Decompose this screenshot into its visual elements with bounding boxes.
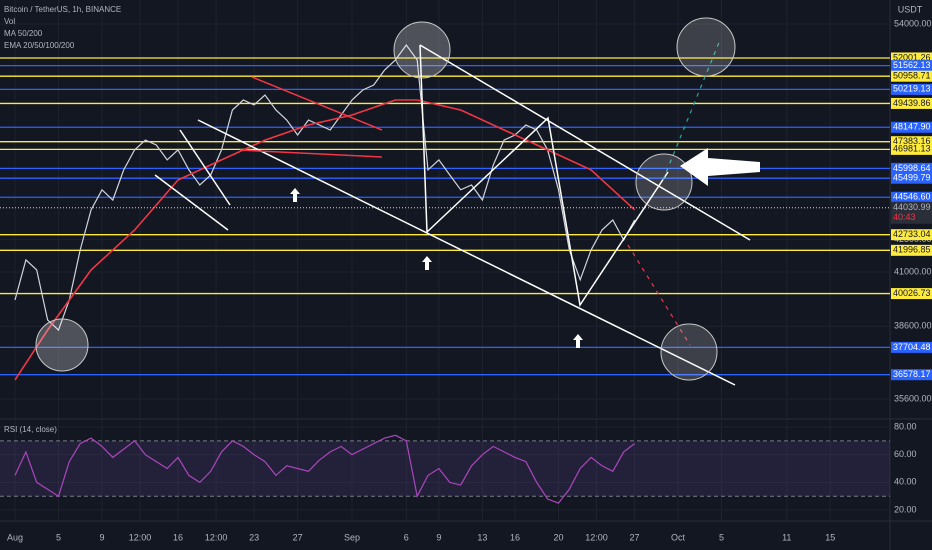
- level-tag: [891, 121, 932, 133]
- level-tag: [891, 229, 932, 241]
- y-tick-label: 60.00: [894, 449, 917, 459]
- x-tick-label: Oct: [671, 532, 686, 542]
- x-tick-label: 16: [510, 532, 520, 542]
- projection: [662, 39, 721, 181]
- arrow-up: [422, 256, 432, 270]
- countdown: 40:43: [893, 212, 916, 222]
- highlight-circle: [676, 17, 736, 77]
- level-tag: [891, 97, 932, 109]
- level-label: 52001.26: [893, 52, 931, 62]
- arrow-up: [573, 334, 583, 348]
- x-tick-label: 27: [293, 532, 303, 542]
- legend-entry: MA 50/200: [4, 29, 43, 38]
- y-tick-label: 40.00: [894, 477, 917, 487]
- series-line: [14, 434, 635, 504]
- y-tick-label: 80.00: [894, 421, 917, 431]
- rsi-band: [0, 440, 890, 497]
- y-tick-label: 41000.00: [894, 266, 932, 276]
- x-tick-label: 9: [436, 532, 441, 542]
- trendline: [179, 129, 231, 206]
- arrow-up: [290, 188, 300, 202]
- level-label: 42733.04: [893, 229, 931, 239]
- series-line: [14, 43, 636, 332]
- level-tag: [891, 70, 932, 82]
- level-label: 40026.73: [893, 288, 931, 298]
- level-tag: [891, 52, 932, 64]
- level-tag: [891, 60, 932, 72]
- x-tick-label: 11: [782, 532, 791, 542]
- y-tick-label: 35600.00: [894, 393, 932, 403]
- y-tick-label: 38600.00: [894, 321, 932, 331]
- level-tag: [891, 369, 932, 381]
- trendline: [154, 174, 229, 231]
- x-tick-label: 13: [477, 532, 487, 542]
- x-tick-label: 16: [173, 532, 183, 542]
- x-tick-label: 12:00: [585, 532, 608, 542]
- legend-entry: Vol: [4, 17, 15, 26]
- label-layer: 54000.0042500.0041000.0038600.0035600.00…: [4, 4, 932, 542]
- highlight-circle: [393, 21, 451, 79]
- y-tick-label: 54000.00: [894, 18, 932, 28]
- price-tag: [891, 201, 932, 224]
- level-label: 50958.71: [893, 71, 931, 81]
- level-tag: [891, 191, 932, 203]
- projection: [627, 244, 691, 346]
- x-tick-label: 6: [404, 532, 409, 542]
- x-tick-label: Aug: [7, 532, 23, 542]
- level-label: 49439.86: [893, 98, 931, 108]
- pane-title: Bitcoin / TetherUS, 1h, BINANCE: [4, 5, 121, 14]
- level-label: 46981.13: [893, 144, 931, 154]
- trendline: [197, 119, 736, 386]
- arrow-left: [680, 148, 760, 186]
- level-label: 45998.64: [893, 163, 931, 173]
- level-label: 45499.79: [893, 173, 931, 183]
- level-tag: [891, 172, 932, 184]
- x-tick-label: 12:00: [205, 532, 228, 542]
- pattern-lines: [419, 44, 669, 307]
- series-line: [14, 99, 636, 381]
- level-tag: [891, 341, 932, 353]
- level-label: 50219.13: [893, 84, 931, 94]
- level-tag: [891, 83, 932, 95]
- pane-title: RSI (14, close): [4, 425, 57, 434]
- level-label: 44546.60: [893, 192, 931, 202]
- level-tag: [891, 136, 932, 148]
- level-label: 36578.17: [893, 369, 931, 379]
- legend-entry: EMA 20/50/100/200: [4, 41, 75, 50]
- x-tick-label: 5: [56, 532, 61, 542]
- x-tick-label: 12:00: [129, 532, 152, 542]
- drawings: [35, 17, 760, 386]
- x-tick-label: 27: [630, 532, 640, 542]
- highlight-circle: [35, 318, 89, 372]
- level-tag: [891, 288, 932, 300]
- plot-layer: [0, 0, 890, 520]
- x-tick-label: 5: [719, 532, 724, 542]
- level-tag: [891, 162, 932, 174]
- level-label: 37704.48: [893, 342, 931, 352]
- level-tag: [891, 143, 932, 155]
- y-tick-label: 20.00: [894, 504, 917, 514]
- x-tick-label: Sep: [344, 532, 360, 542]
- trendline: [419, 44, 751, 241]
- highlight-circle: [660, 323, 718, 381]
- level-label: 51562.13: [893, 60, 931, 70]
- highlight-circle: [635, 153, 693, 211]
- x-tick-label: 15: [825, 532, 835, 542]
- level-tag: [891, 244, 932, 256]
- trendline: [239, 149, 383, 158]
- x-tick-label: 20: [553, 532, 563, 542]
- last-price-label: 44030.99: [893, 202, 931, 212]
- level-label: 41996.85: [893, 245, 931, 255]
- level-label: 48147.90: [893, 122, 931, 132]
- trendline: [251, 76, 383, 131]
- x-tick-label: 23: [249, 532, 259, 542]
- level-label: 47383.16: [893, 136, 931, 146]
- x-tick-label: 9: [99, 532, 104, 542]
- axis-unit: USDT: [898, 4, 923, 14]
